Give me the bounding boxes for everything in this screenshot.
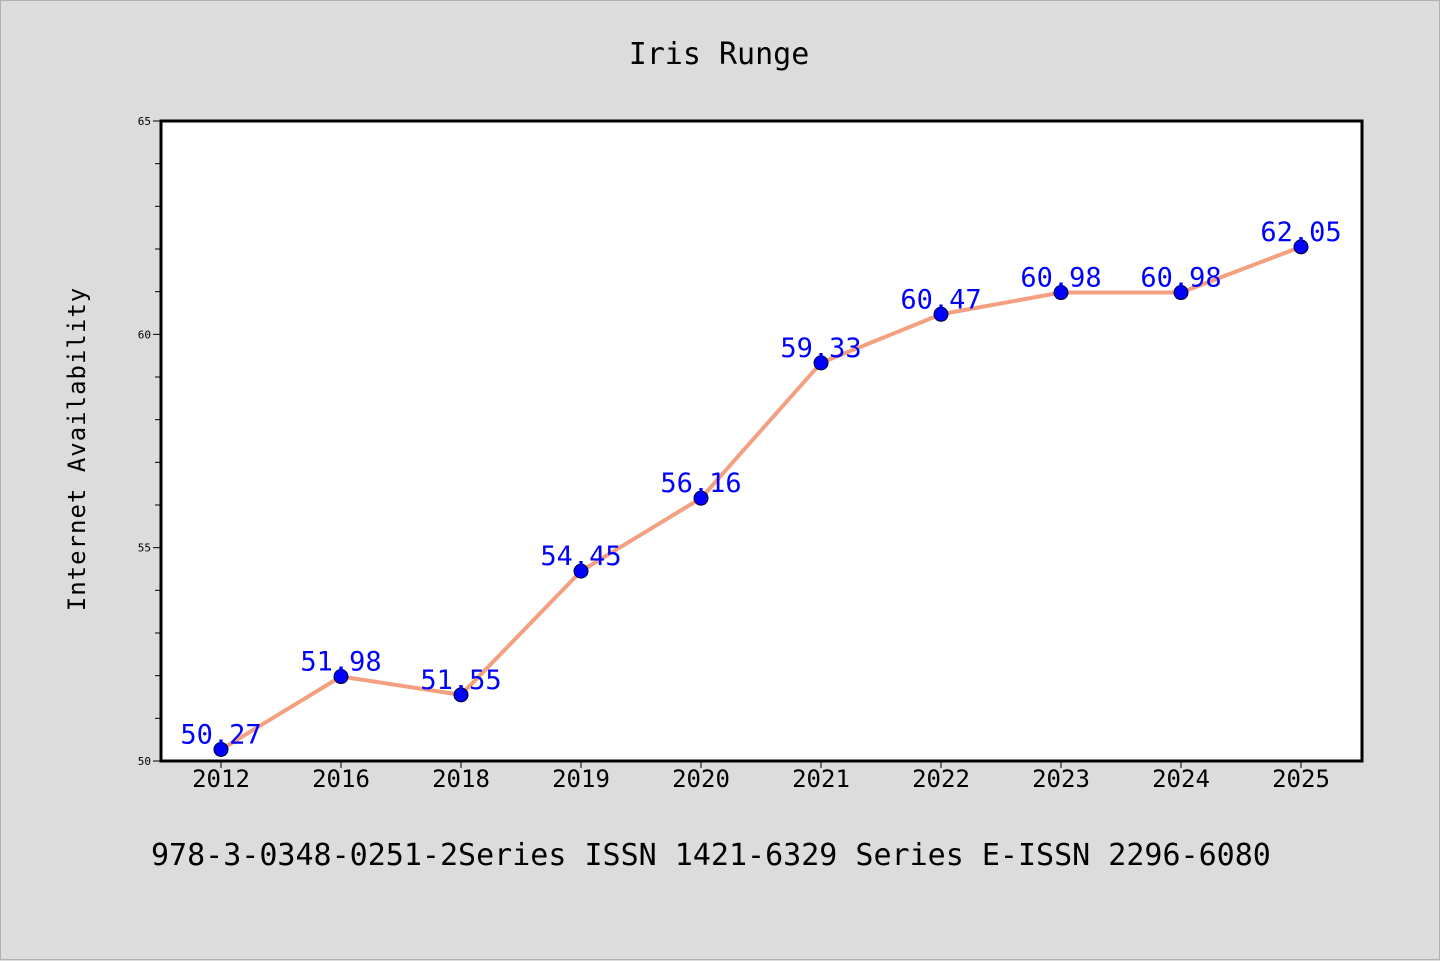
data-point bbox=[1173, 285, 1189, 301]
data-point bbox=[333, 669, 349, 685]
y-axis-label: Internet Availability bbox=[63, 287, 91, 611]
y-tick-label: 55 bbox=[138, 542, 151, 555]
data-point bbox=[213, 741, 229, 757]
series-line bbox=[219, 244, 1303, 752]
data-label: 54.45 bbox=[540, 541, 621, 572]
x-tick-label: 2024 bbox=[1152, 765, 1210, 793]
data-point bbox=[933, 306, 949, 322]
x-tick-label: 2016 bbox=[312, 765, 370, 793]
data-label: 51.98 bbox=[300, 647, 381, 678]
x-tick-label: 2012 bbox=[192, 765, 250, 793]
data-point bbox=[1053, 285, 1069, 301]
data-point bbox=[573, 563, 589, 579]
footer-text: 978-3-0348-0251-2Series ISSN 1421-6329 S… bbox=[151, 838, 1271, 873]
x-tick-label: 2022 bbox=[912, 765, 970, 793]
x-tick-label: 2018 bbox=[432, 765, 490, 793]
data-point bbox=[693, 490, 709, 506]
chart-title: Iris Runge bbox=[629, 37, 810, 72]
x-tick-label: 2025 bbox=[1272, 765, 1330, 793]
y-tick-label: 65 bbox=[138, 115, 151, 128]
data-label: 60.98 bbox=[1140, 263, 1221, 294]
y-axis: 50 55 60 65 bbox=[138, 115, 161, 768]
data-label: 56.16 bbox=[660, 468, 741, 499]
data-point bbox=[813, 355, 829, 371]
x-tick-label: 2021 bbox=[792, 765, 850, 793]
x-tick-label: 2023 bbox=[1032, 765, 1090, 793]
y-tick-label: 60 bbox=[138, 328, 151, 341]
series-layer: 50.27 51.98 51.55 54.45 56.16 59.33 60.47 60.98… bbox=[180, 217, 1342, 757]
y-tick-label: 50 bbox=[138, 755, 151, 768]
data-label: 51.55 bbox=[420, 665, 501, 696]
data-label: 60.98 bbox=[1020, 263, 1101, 294]
data-label: 50.27 bbox=[180, 719, 261, 750]
data-label: 62.05 bbox=[1260, 217, 1341, 248]
x-tick-label: 2019 bbox=[552, 765, 610, 793]
x-tick-label: 2020 bbox=[672, 765, 730, 793]
plot-area bbox=[159, 119, 1364, 763]
data-point bbox=[1293, 239, 1309, 255]
data-label: 60.47 bbox=[900, 284, 981, 315]
x-axis: 2012 2016 2018 2019 2020 2021 2022 2023 2024 2025 bbox=[192, 761, 1330, 793]
data-point bbox=[453, 687, 469, 703]
data-label: 59.33 bbox=[780, 333, 861, 364]
